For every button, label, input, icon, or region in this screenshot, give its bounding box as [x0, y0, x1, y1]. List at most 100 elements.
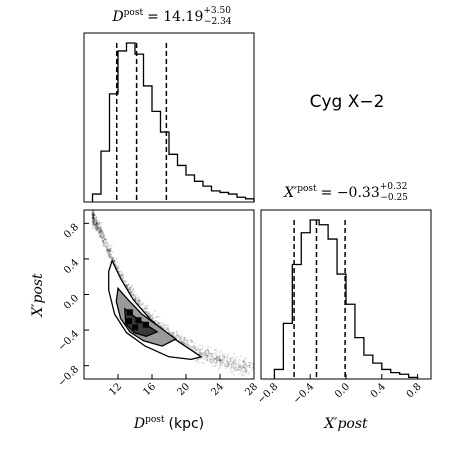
density-point	[92, 208, 94, 210]
density-point	[100, 232, 102, 235]
density-point	[130, 286, 132, 289]
density-point	[165, 324, 168, 327]
density-point	[218, 358, 221, 361]
density-point	[112, 257, 114, 259]
density-point	[95, 216, 98, 219]
density-point	[173, 331, 175, 334]
density-point	[230, 356, 233, 359]
density-point	[242, 360, 245, 363]
d-marginal-title: Dpost = 14.19+3.50 −2.34	[111, 6, 231, 27]
density-point	[149, 314, 152, 317]
density-point	[206, 358, 208, 361]
density-point	[92, 206, 94, 208]
density-point	[91, 212, 94, 215]
density-point	[132, 293, 135, 296]
density-point	[162, 326, 165, 329]
density-point	[138, 295, 140, 298]
density-point	[209, 346, 212, 349]
density-point	[100, 230, 102, 233]
density-point	[204, 357, 207, 359]
density-point	[199, 353, 202, 356]
density-point	[128, 288, 131, 291]
density-point	[104, 238, 107, 241]
density-point	[215, 352, 217, 355]
density-point	[100, 228, 102, 231]
density-point	[123, 280, 126, 283]
density-point	[215, 354, 218, 357]
density-point	[135, 296, 138, 299]
density-point	[102, 234, 105, 237]
density-point	[101, 229, 103, 232]
density-point	[180, 335, 183, 337]
density-point	[97, 227, 99, 229]
density-point	[114, 261, 117, 263]
density-point	[109, 255, 111, 258]
density-point	[178, 335, 180, 337]
density-point	[92, 212, 95, 215]
density-point	[102, 236, 104, 239]
density-point	[114, 263, 117, 266]
density-point	[91, 213, 94, 216]
density-point	[126, 285, 128, 287]
density-point	[132, 288, 135, 290]
density-point	[131, 290, 134, 293]
density-point	[97, 226, 100, 229]
density-point	[235, 356, 238, 359]
density-point	[107, 249, 109, 252]
density-point	[150, 315, 153, 318]
density-point	[213, 352, 215, 355]
density-point	[92, 216, 94, 219]
density-point	[183, 337, 185, 340]
density-point	[92, 220, 94, 223]
density-point	[134, 296, 137, 299]
density-point	[227, 365, 230, 368]
density-point	[92, 213, 94, 216]
density-point	[223, 353, 226, 356]
density-point	[225, 367, 227, 370]
density-point	[126, 287, 129, 289]
density-point	[129, 289, 132, 292]
histogram-step-line	[273, 219, 419, 379]
density-point	[151, 316, 154, 319]
density-point	[209, 353, 212, 355]
density-point	[95, 222, 98, 224]
density-point	[96, 221, 98, 224]
density-point	[92, 222, 94, 225]
density-point	[245, 364, 248, 367]
density-point	[195, 349, 198, 351]
density-point	[92, 213, 95, 216]
density-point	[106, 248, 109, 251]
density-point	[206, 354, 209, 357]
density-point	[92, 210, 94, 213]
density-point	[226, 355, 229, 358]
density-point	[92, 221, 95, 224]
density-point	[91, 213, 94, 216]
density-point	[122, 276, 124, 279]
density-point	[99, 230, 101, 233]
density-point	[113, 260, 116, 263]
density-point	[94, 218, 96, 221]
density-point	[207, 356, 210, 359]
density-point	[159, 322, 162, 325]
density-point	[245, 372, 248, 374]
density-point	[101, 236, 103, 239]
density-point	[239, 364, 242, 367]
density-point	[202, 354, 205, 356]
density-point	[158, 316, 161, 319]
density-point	[182, 342, 185, 345]
density-point	[218, 355, 221, 358]
density-point	[94, 222, 97, 224]
density-point	[117, 267, 119, 270]
density-point	[248, 366, 251, 369]
density-point	[199, 352, 202, 354]
density-point	[204, 350, 207, 353]
density-point	[142, 302, 145, 304]
density-point	[166, 328, 169, 331]
density-point	[215, 358, 218, 361]
density-point	[122, 276, 125, 279]
density-point	[160, 324, 163, 327]
density-point	[235, 368, 238, 370]
density-point	[174, 335, 176, 338]
density-point	[99, 234, 101, 237]
